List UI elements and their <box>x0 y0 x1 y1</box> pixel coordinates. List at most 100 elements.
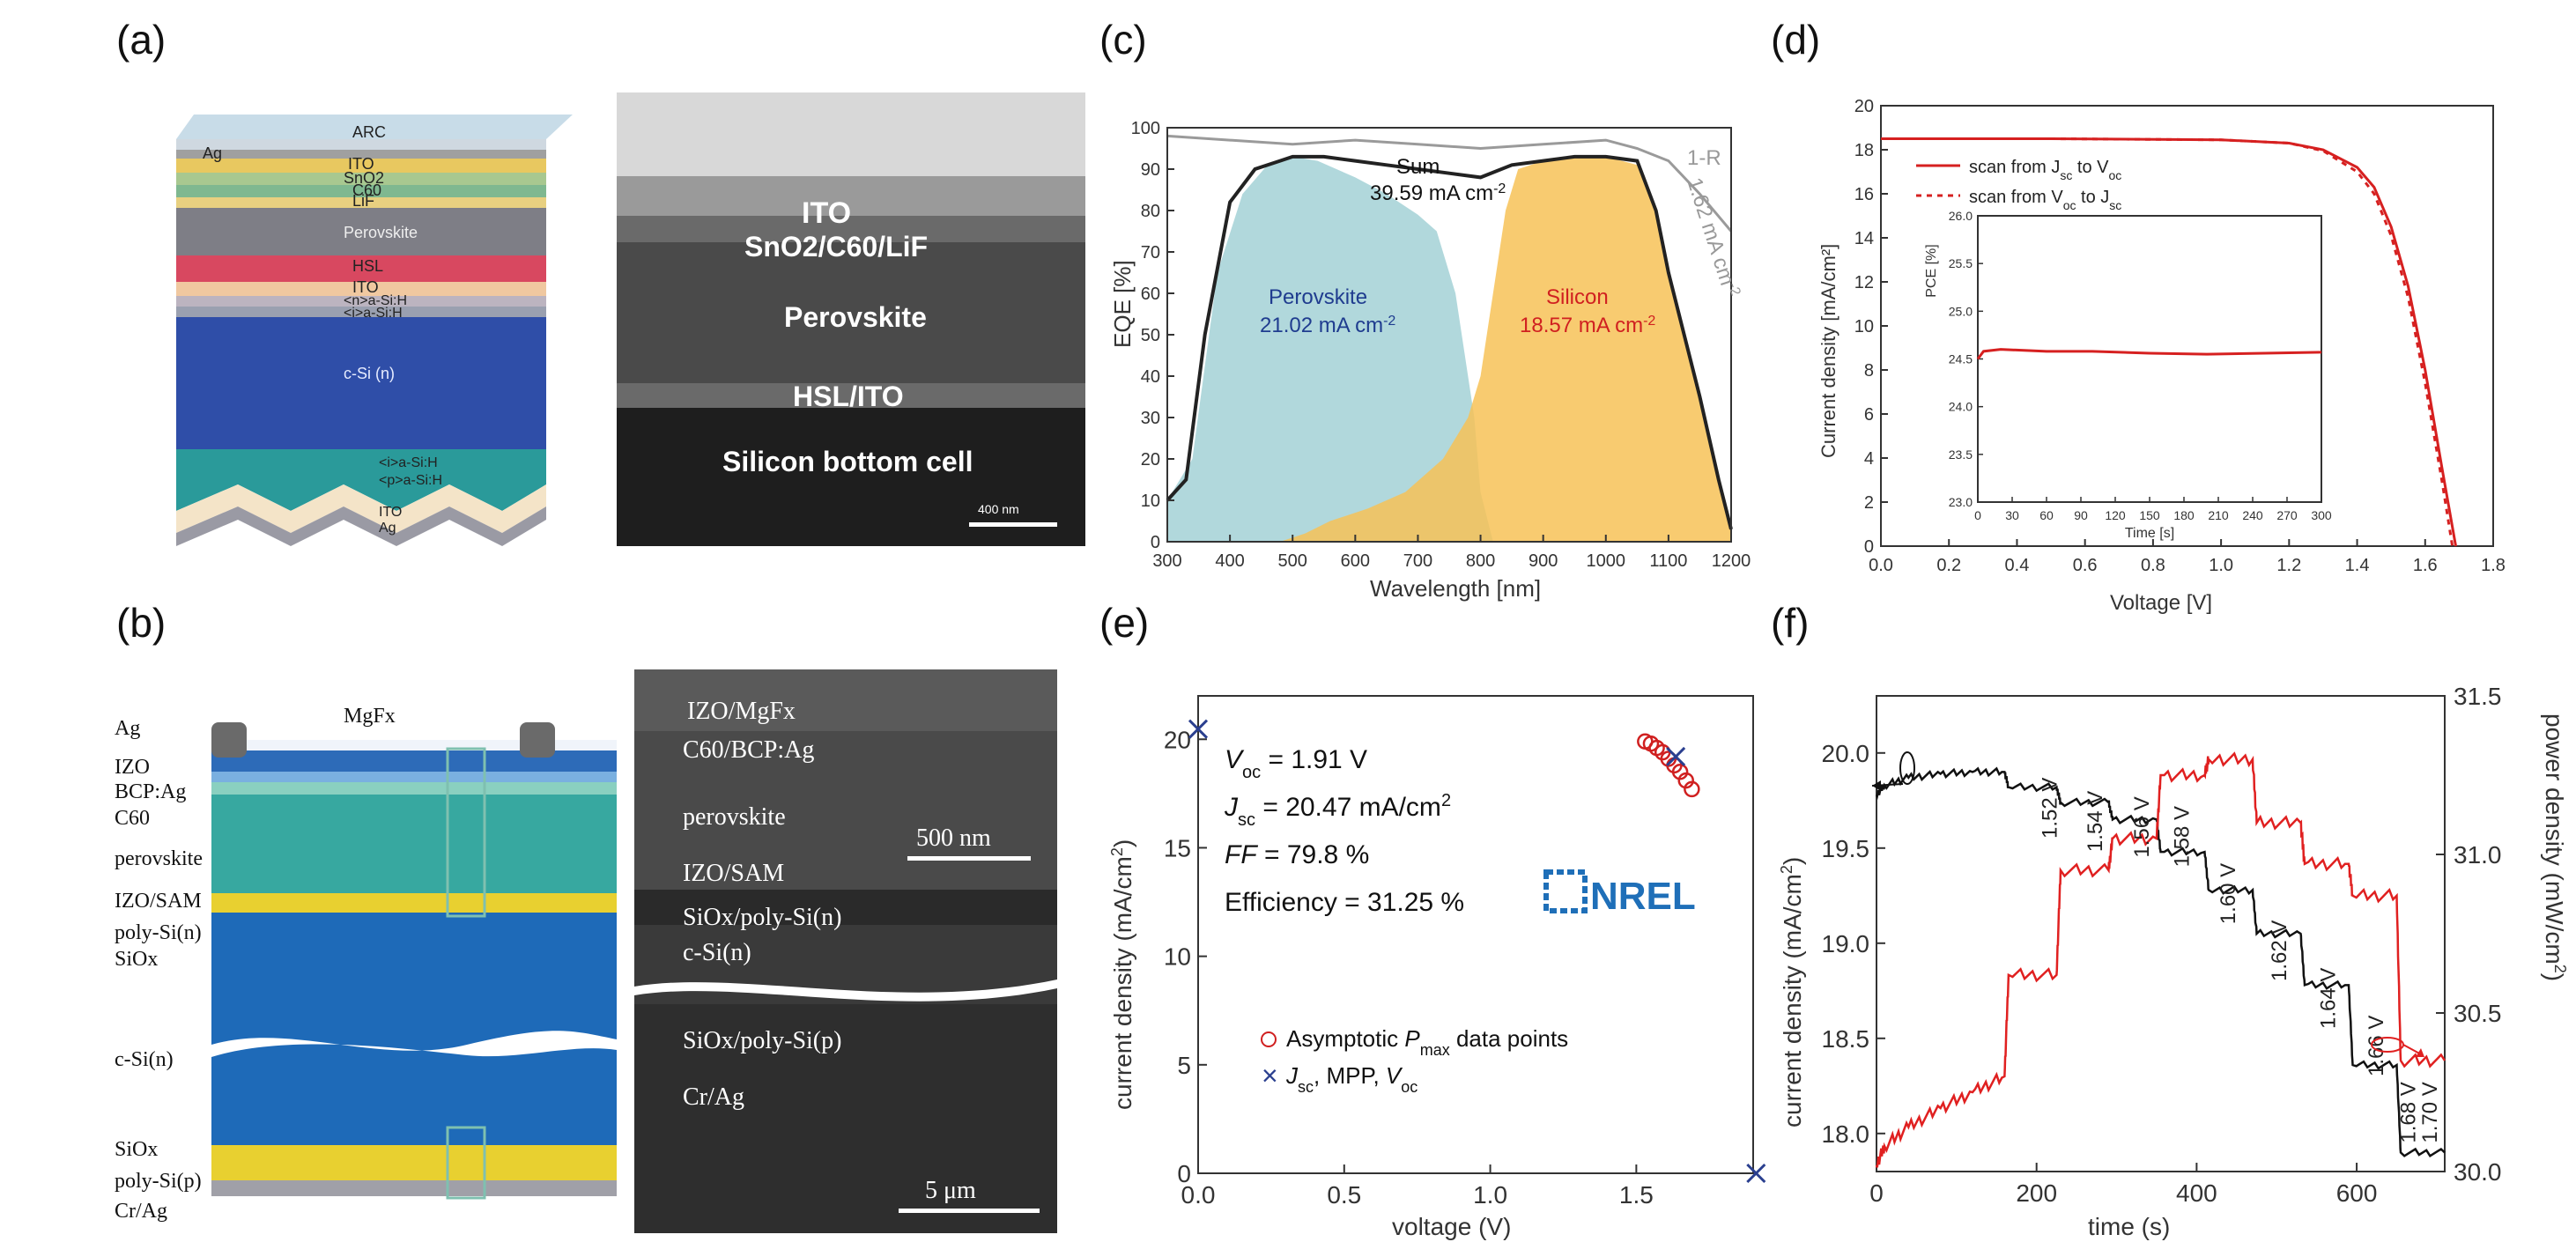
chart-f-voltage-label-1: 1.54 V <box>2084 791 2107 852</box>
layer-csi <box>176 317 546 449</box>
chart-f-mpp: 0 200 400 600 18.0 18.5 19.0 19.5 20.0 30.0 30.5 31… <box>1778 687 2569 1240</box>
sem-b-label-3: IZO/SAM <box>683 860 784 887</box>
chart-c-sum-label: 39.59 mA cm-2 <box>1370 181 1506 206</box>
ag-contact-right <box>520 722 555 758</box>
chart-d-inset: 0 30 60 90 120 150 180 210 240 270 300 23.0 23.5 24.0… <box>1924 209 2332 541</box>
chart-d-xtick-label: 0.8 <box>2141 556 2165 575</box>
chart-c-xtick-label: 600 <box>1341 551 1370 571</box>
sem-b-scale1: 500 nm <box>916 824 991 852</box>
chart-c-area-perovskite <box>1167 156 1493 542</box>
chart-d-ytick-label: 8 <box>1864 361 1874 381</box>
chart-d-legend-1: scan from Voc to Jsc <box>1969 188 2121 212</box>
panel-label-d: (d) <box>1771 17 1821 63</box>
tandem-cell-schematic: ARC Ag ITO SnO2 C60 LiF Perovskite HSL I… <box>176 115 573 546</box>
layer-perovskite <box>176 208 546 255</box>
schematic-b-mgfx: MgFx <box>344 705 396 728</box>
sem-image-b: IZO/MgFx C60/BCP:Ag perovskite IZO/SAM S… <box>634 669 1057 1233</box>
chart-d-legend: scan from Jsc to Voc scan from Voc to Js… <box>1916 158 2121 212</box>
schematic-label-0: ARC <box>352 123 386 141</box>
schematic-b-label-6: poly-Si(n) <box>115 921 202 944</box>
chart-d-ytick-label: 0 <box>1864 537 1874 557</box>
schematic-label-9: <i>a-Si:H <box>344 306 403 321</box>
schematic-label-14: Ag <box>379 521 396 536</box>
chart-d-inset-ytick-label: 25.5 <box>1949 256 1973 270</box>
chart-c-xtick-label: 300 <box>1152 551 1181 571</box>
chart-c-areas <box>1167 156 1731 542</box>
chart-c-xtick-label: 700 <box>1403 551 1432 571</box>
chart-c-ytick-label: 50 <box>1141 326 1160 345</box>
chart-f-ytick-label: 20.0 <box>1822 740 1870 767</box>
chart-e-pmax-point <box>1684 780 1700 798</box>
layer-arc <box>176 139 546 150</box>
layer-i-asi <box>176 307 546 317</box>
nrel-logo: NREL <box>1543 869 1696 918</box>
chart-c-xtick-label: 1100 <box>1649 551 1687 571</box>
chart-d-series-1 <box>1881 137 2454 547</box>
chart-c-xtick-label: 500 <box>1278 551 1307 571</box>
chart-f-xtick-label: 200 <box>2016 1179 2057 1207</box>
sem-a-label-4: Silicon bottom cell <box>722 446 973 477</box>
chart-d-xtick-label: 1.4 <box>2345 556 2370 575</box>
chart-d-lines <box>1881 137 2458 547</box>
chart-f-voltage-label-5: 1.62 V <box>2268 920 2291 981</box>
chart-d-ytick-label: 20 <box>1854 97 1874 116</box>
sem-a-label-1: SnO2/C60/LiF <box>744 231 928 262</box>
schematic-label-6: HSL <box>352 257 383 275</box>
chart-f-y2label: power density (mW/cm2) <box>2541 713 2569 981</box>
schematic-b-label-8: c-Si(n) <box>115 1048 174 1071</box>
chart-d-inset-xtick-label: 0 <box>1974 508 1981 522</box>
chart-f-ytick-label: 18.0 <box>1822 1120 1870 1148</box>
chart-c-xtick-label: 400 <box>1215 551 1244 571</box>
sem-b-label-7: Cr/Ag <box>683 1083 744 1111</box>
chart-d-inset-xtick-label: 210 <box>2208 508 2229 522</box>
chart-d-xtick-label: 0.0 <box>1869 556 1893 575</box>
chart-f-ytick-label: 19.0 <box>1822 930 1870 957</box>
chart-f-y2tick-label: 30.0 <box>2454 1158 2502 1186</box>
schematic-b-label-11: Cr/Ag <box>115 1200 167 1223</box>
chart-c-r-label: 1.62 mA cm-2 <box>1682 174 1743 300</box>
chart-c-ytick-label: 60 <box>1141 285 1160 304</box>
chart-d-axes: 0.0 0.2 0.4 0.6 0.8 1.0 1.2 1.4 1.6 1.8 0 2 4 6 8 10 12 1… <box>1854 97 2506 575</box>
layer-hsl <box>176 255 546 282</box>
chart-d-ytick-label: 16 <box>1854 185 1874 204</box>
chart-d-xtick-label: 1.6 <box>2413 556 2438 575</box>
chart-d-ytick-label: 12 <box>1854 273 1874 292</box>
chart-d-ytick-label: 14 <box>1854 229 1874 248</box>
schematic-label-1: ITO <box>348 155 374 173</box>
chart-f-voltage-label-2: 1.56 V <box>2130 796 2154 857</box>
sem-b-label-2: perovskite <box>683 803 786 831</box>
layer-n-asi <box>176 296 546 307</box>
chart-d-inset-ytick-label: 23.5 <box>1949 447 1973 462</box>
chart-d-xtick-label: 0.4 <box>2005 556 2030 575</box>
chart-f-xtick-label: 600 <box>2336 1179 2378 1207</box>
chart-c-area-silicon <box>1280 156 1731 542</box>
chart-f-voltage-label-7: 1.66 V <box>2365 1016 2388 1076</box>
sem-b-scalebar-2 <box>899 1209 1040 1213</box>
layer-ito-mid <box>176 282 546 296</box>
chart-f-xtick-label: 400 <box>2176 1179 2217 1207</box>
layer-ito-top <box>176 159 546 173</box>
layer-sno2 <box>176 173 546 185</box>
chart-d-inset-xtick-label: 270 <box>2276 508 2298 522</box>
schematic-b-label-3: C60 <box>115 807 150 830</box>
sem-image-a: ITO SnO2/C60/LiF Perovskite HSL/ITO Sili… <box>617 92 1085 546</box>
chart-c-ytick-label: 0 <box>1151 533 1160 552</box>
schematic-label-4: LiF <box>352 192 374 210</box>
sem-b-label-6: SiOx/poly-Si(p) <box>683 1027 841 1054</box>
chart-c-lines <box>1166 134 1733 530</box>
chart-e-xlabel: voltage (V) <box>1392 1213 1511 1240</box>
sem-a-label-0: ITO <box>802 196 851 230</box>
schematic-b-label-10: poly-Si(p) <box>115 1170 202 1193</box>
sem-b-label-0: IZO/MgFx <box>687 698 796 725</box>
layer-ag-top <box>176 150 546 159</box>
schematic-b-label-0: Ag <box>115 717 140 740</box>
chart-d-inset-ytick-label: 24.0 <box>1949 400 1973 414</box>
chart-e-ytick-label: 5 <box>1177 1052 1191 1079</box>
chart-c-line-1-r <box>1166 134 1733 233</box>
chart-d-xtick-label: 0.6 <box>2073 556 2098 575</box>
chart-e-annot: Voc = 1.91 V Jsc = 20.47 mA/cm2 FF = 79.8 … <box>1224 745 1464 917</box>
chart-c-xlabel: Wavelength [nm] <box>1370 575 1541 602</box>
chart-e-jv: 0.0 0.5 1.0 1.5 0 5 10 15 20 Voc = 1.91 V Jsc = 2… <box>1108 695 1766 1240</box>
layer-back-contacts <box>176 449 546 511</box>
ag-contact-left <box>211 722 247 758</box>
